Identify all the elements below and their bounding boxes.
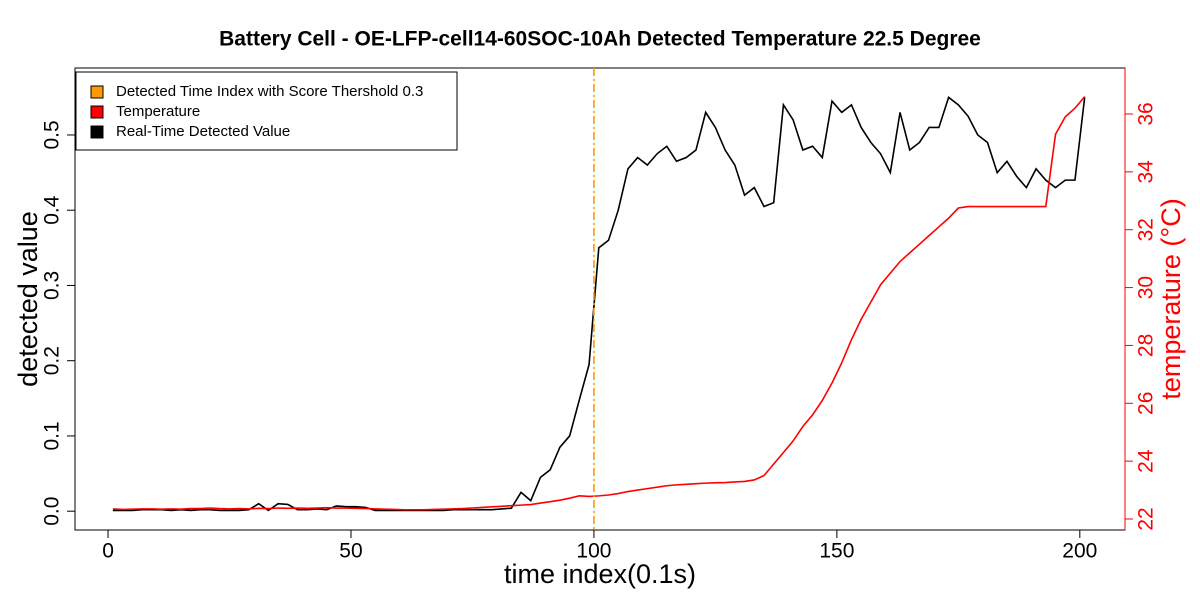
- y2-tick-label: 28: [1135, 334, 1158, 357]
- x-tick-label: 50: [339, 540, 362, 563]
- y-tick-label: 0.1: [41, 421, 64, 450]
- legend-label: Detected Time Index with Score Thershold…: [116, 83, 423, 100]
- y2-tick-label: 30: [1135, 276, 1158, 299]
- y2-tick-label: 34: [1135, 160, 1158, 184]
- y2-tick-label: 36: [1135, 102, 1158, 125]
- y-tick-label: 0.2: [41, 346, 64, 375]
- legend-box: [75, 71, 458, 151]
- chart-title: Battery Cell - OE-LFP-cell14-60SOC-10Ah …: [219, 28, 981, 51]
- y-tick-label: 0.5: [41, 120, 64, 149]
- legend-swatch: [90, 125, 104, 139]
- x-tick-label: 150: [819, 540, 854, 563]
- legend-label: Real-Time Detected Value: [116, 123, 290, 140]
- y-axis-label: detected value: [13, 211, 43, 387]
- x-tick-label: 200: [1062, 540, 1097, 563]
- y-tick-label: 0.4: [41, 195, 64, 225]
- legend-swatch: [90, 85, 104, 99]
- series-line: [112, 96, 1086, 511]
- y-tick-label: 0.3: [41, 271, 64, 300]
- y2-axis-label: temperature (°C): [1156, 198, 1186, 399]
- x-axis-label: time index(0.1s): [504, 559, 696, 589]
- x-tick-label: 0: [102, 540, 114, 563]
- legend-label: Temperature: [116, 103, 200, 120]
- x-tick-label: 100: [576, 540, 611, 563]
- y-tick-label: 0.0: [41, 497, 64, 526]
- y2-tick-label: 26: [1135, 392, 1158, 415]
- legend-swatch: [90, 105, 104, 119]
- y2-tick-label: 24: [1135, 449, 1158, 473]
- y2-tick-label: 22: [1135, 507, 1158, 530]
- series-line: [112, 96, 1086, 512]
- y2-tick-label: 32: [1135, 218, 1158, 241]
